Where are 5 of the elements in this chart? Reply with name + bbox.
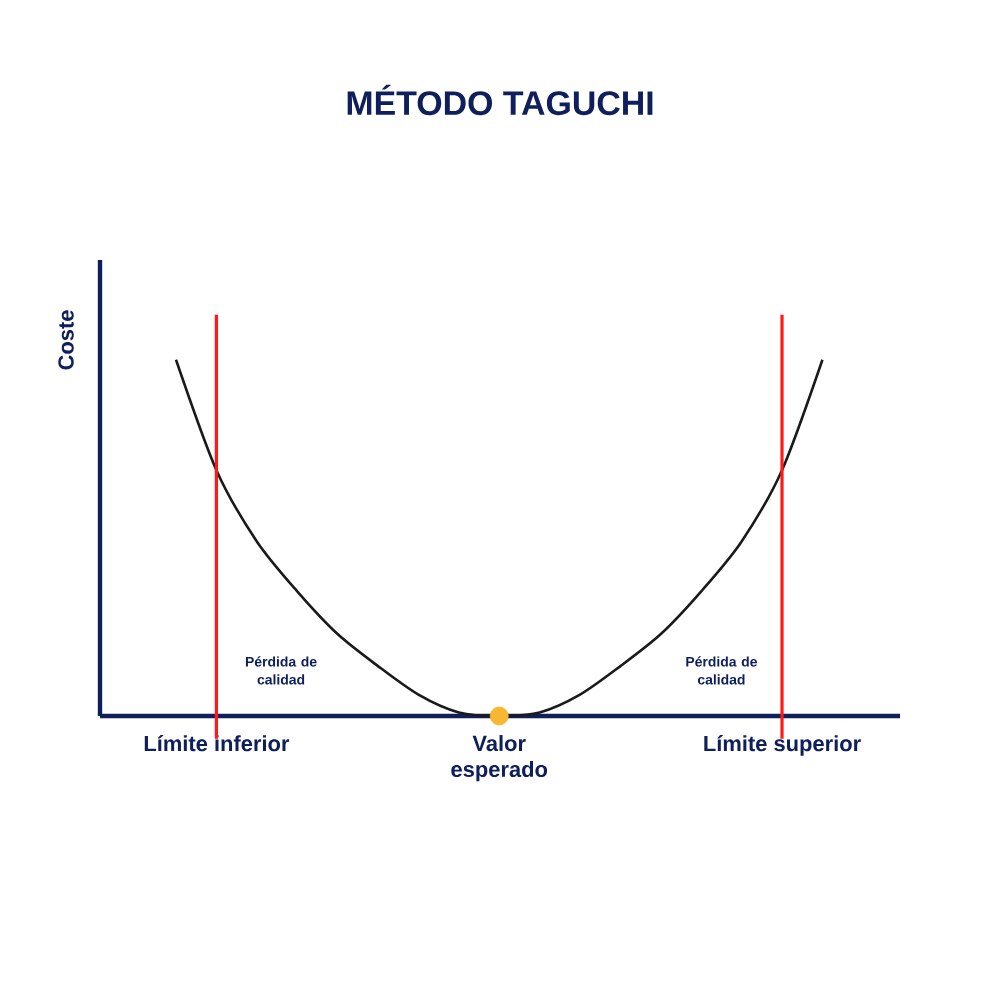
x-tick-label: Límite inferior: [144, 735, 290, 752]
chart-title: MÉTODO TAGUCHI: [347, 84, 653, 116]
y-axis-title: Coste: [58, 310, 74, 370]
x-tick-label: Límite superior: [704, 735, 861, 756]
x-tick-label: Valor esperado: [451, 735, 548, 782]
